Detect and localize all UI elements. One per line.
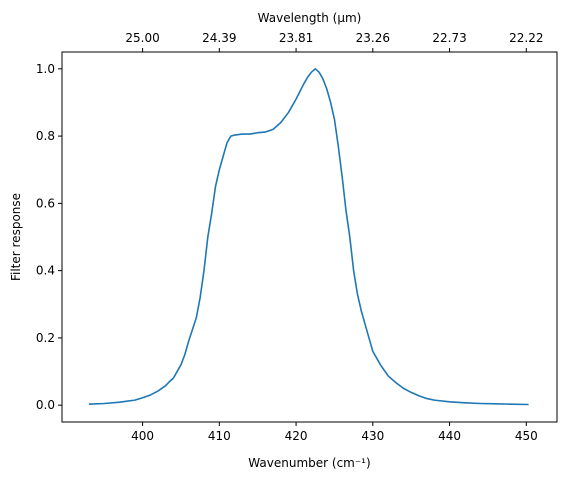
top-tick-label: 22.73	[432, 31, 466, 45]
x-axis-ticks: 400 410 420 430 440 450	[131, 422, 538, 443]
y-tick-label: 0.0	[36, 398, 55, 412]
x-axis-label: Wavenumber (cm⁻¹)	[248, 456, 370, 470]
x-tick-label: 440	[438, 429, 461, 443]
top-tick-label: 22.22	[509, 31, 543, 45]
axes-frame	[61, 51, 558, 423]
top-axis-ticks: 25.00 24.39 23.81 23.26 22.73 22.22	[125, 31, 543, 52]
top-axis-label: Wavelength (μm)	[258, 11, 362, 25]
y-tick-label: 1.0	[36, 62, 55, 76]
y-tick-label: 0.2	[36, 331, 55, 345]
top-tick-label: 24.39	[202, 31, 236, 45]
y-axis-label: Filter response	[9, 193, 23, 281]
x-tick-label: 420	[285, 429, 308, 443]
plot-area	[88, 68, 529, 406]
x-tick-label: 430	[361, 429, 384, 443]
filter-response-line	[88, 68, 529, 406]
y-tick-label: 0.6	[36, 196, 55, 210]
y-tick-label: 0.4	[36, 264, 55, 278]
y-tick-label: 0.8	[36, 129, 55, 143]
y-axis-ticks: 0.0 0.2 0.4 0.6 0.8 1.0	[36, 62, 62, 412]
top-tick-label: 23.26	[356, 31, 390, 45]
x-tick-label: 400	[131, 429, 154, 443]
top-tick-label: 25.00	[125, 31, 159, 45]
x-tick-label: 410	[208, 429, 231, 443]
top-tick-label: 23.81	[279, 31, 313, 45]
x-tick-label: 450	[515, 429, 538, 443]
